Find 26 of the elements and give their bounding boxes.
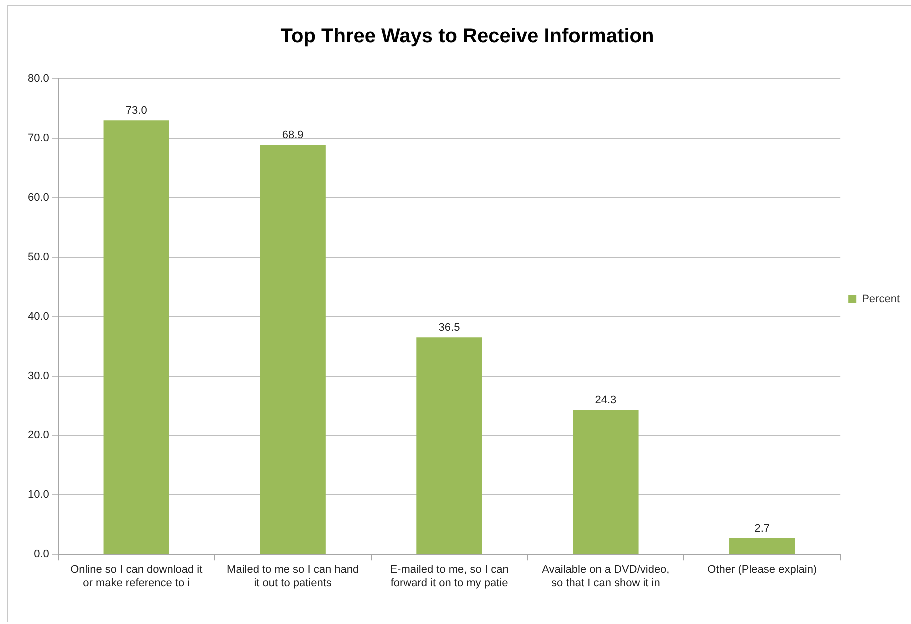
y-tick-label: 20.0 (28, 430, 50, 442)
x-tick-label: E-mailed to me, so I can forward it on to my patie (390, 564, 509, 590)
y-tick-label: 60.0 (28, 192, 50, 204)
data-label: 68.9 (282, 130, 304, 142)
y-tick-label: 70.0 (28, 132, 50, 144)
legend-label: Percent (862, 294, 900, 306)
bar (730, 538, 796, 554)
data-label: 24.3 (595, 394, 617, 407)
data-label: 2.7 (754, 523, 770, 536)
bar (260, 144, 326, 554)
x-tick-label: Other (Please explain) (708, 564, 818, 576)
y-tick-label: 80.0 (28, 73, 50, 86)
x-tick-label: Mailed to me so I can hand it out to patients (227, 564, 360, 590)
y-tick-label: 10.0 (28, 489, 50, 502)
y-tick-label: 30.0 (28, 370, 50, 382)
chart-title: Top Three Ways to Receive Information (280, 26, 654, 48)
y-tick-label: 50.0 (28, 251, 50, 264)
bar (416, 338, 482, 554)
x-tick-label: Online so I can download it or make reference to i (70, 564, 203, 590)
data-label: 73.0 (126, 105, 148, 118)
y-tick-label: 0.0 (34, 548, 50, 561)
bar (104, 120, 170, 554)
data-label: 36.5 (438, 322, 460, 334)
x-tick-label: Available on a DVD/video, so that I can show it in (542, 564, 670, 590)
y-tick-label: 40.0 (28, 310, 50, 323)
bar (573, 410, 639, 554)
